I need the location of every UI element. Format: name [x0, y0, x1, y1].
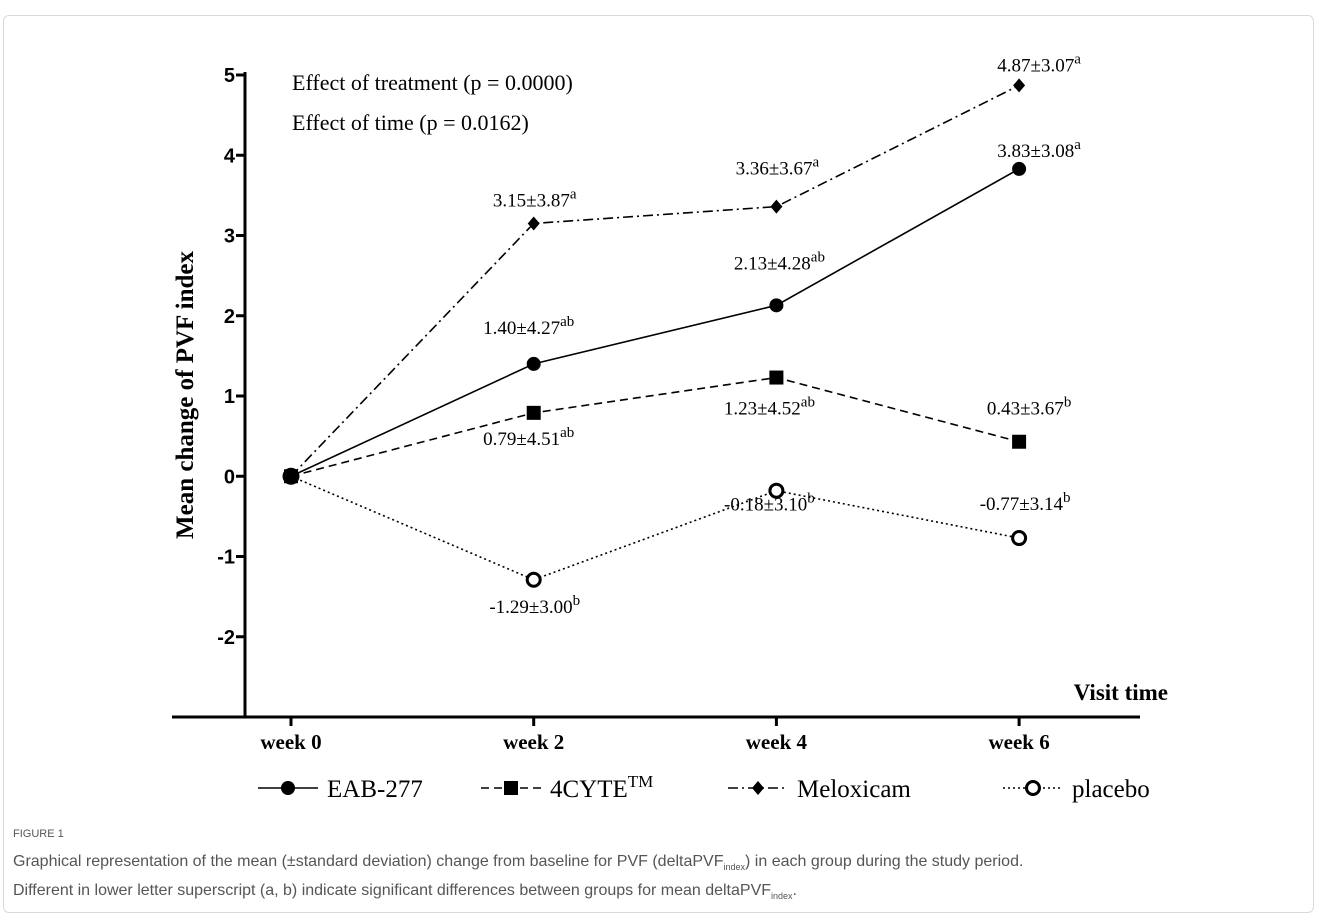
marker [1013, 78, 1026, 93]
marker [1011, 530, 1028, 547]
value-label-text: 1.23±4.52 [724, 399, 801, 420]
value-label-letter: b [573, 593, 581, 609]
marker [768, 482, 785, 499]
legend-marker [504, 781, 518, 795]
legend-entry: placebo [1072, 776, 1150, 803]
legend-entry: Meloxicam [797, 776, 911, 803]
legend-name: 4CYTE [550, 776, 628, 803]
caption-text: Graphical representation of the mean (±s… [13, 853, 724, 870]
value-label-text: 3.36±3.67 [736, 159, 813, 180]
legend-name: EAB-277 [327, 776, 423, 803]
value-label-letter: a [1074, 51, 1081, 67]
legend-marker [1025, 780, 1041, 796]
y-axis-label: Mean change of PVF index [172, 251, 199, 539]
caption-subscript: index [771, 891, 793, 902]
marker [527, 216, 540, 231]
marker [1012, 434, 1027, 449]
value-label-text: 2.13±4.28 [734, 253, 811, 274]
value-label: 1.23±4.52ab [724, 395, 815, 420]
value-label-letter: ab [560, 314, 574, 330]
value-label: -0.77±3.14b [980, 490, 1071, 515]
series-line [290, 84, 1020, 477]
value-label-letter: a [570, 186, 577, 202]
caption-line: Graphical representation of the mean (±s… [13, 850, 1303, 879]
value-label: 4.87±3.07a [997, 51, 1081, 76]
y-tick-label: -2 [217, 627, 235, 649]
value-label-text: -0.18±3.10 [724, 495, 807, 516]
caption-subscript: index [723, 862, 746, 873]
y-tick-label: 3 [224, 226, 235, 248]
marker [769, 298, 784, 313]
legend-sup: TM [628, 772, 654, 791]
value-label-text: 0.79±4.51 [483, 429, 560, 450]
figure-frame [3, 15, 1314, 913]
value-label: 3.83±3.08a [997, 137, 1081, 162]
marker [525, 571, 542, 588]
marker [770, 199, 783, 214]
x-tick-label: week 0 [260, 730, 321, 754]
legend-name: placebo [1072, 776, 1150, 803]
value-label: -1.29±3.00b [489, 593, 580, 618]
value-label-letter: ab [801, 395, 815, 411]
value-label-text: 1.40±4.27 [483, 318, 560, 339]
value-label-text: 3.15±3.87 [493, 190, 570, 211]
caption-text: . [792, 882, 797, 900]
value-label-letter: b [807, 491, 815, 507]
value-label-letter: a [1074, 137, 1081, 153]
series-line [290, 168, 1020, 477]
value-label-text: 4.87±3.07 [997, 55, 1074, 76]
value-label-letter: ab [811, 249, 825, 265]
value-label-text: 3.83±3.08 [997, 141, 1074, 162]
annotation: Effect of time (p = 0.0162) [292, 110, 529, 135]
caption-line: Different in lower letter superscript (a… [13, 879, 1303, 908]
value-label: 0.43±3.67b [987, 395, 1071, 420]
x-axis-label: Visit time [1074, 680, 1168, 705]
value-label: -0.18±3.10b [724, 491, 815, 516]
value-label-text: -1.29±3.00 [489, 597, 572, 618]
legend-entry: EAB-277 [327, 776, 423, 803]
value-label: 0.79±4.51ab [483, 425, 574, 450]
y-tick-label: 2 [224, 306, 235, 328]
legend-marker [752, 781, 764, 795]
value-label-letter: a [813, 155, 820, 171]
marker [526, 405, 541, 420]
value-label-text: 0.43±3.67 [987, 399, 1064, 420]
marker [282, 467, 300, 485]
series-line [290, 376, 1020, 478]
marker [769, 370, 784, 385]
marker [526, 356, 541, 371]
value-label-text: -0.77±3.14 [980, 494, 1064, 515]
figure-label: FIGURE 1 [13, 828, 64, 840]
value-label-letter: b [1064, 395, 1072, 411]
x-tick-label: week 2 [503, 730, 564, 754]
series-line [290, 475, 1020, 581]
y-tick-label: 5 [224, 65, 235, 87]
value-label-letter: b [1063, 490, 1071, 506]
value-label: 3.36±3.67a [736, 155, 820, 180]
y-tick-label: 4 [224, 145, 236, 167]
y-tick-label: 0 [224, 466, 235, 488]
value-label-letter: ab [560, 425, 574, 441]
value-label: 2.13±4.28ab [734, 249, 825, 274]
caption-text: ) in each group during the study period. [745, 853, 1024, 870]
legend-name: Meloxicam [797, 776, 911, 803]
legend-marker [281, 781, 295, 795]
y-tick-label: 1 [224, 386, 235, 408]
caption-text: Different in lower letter superscript (a… [13, 882, 772, 900]
legend-entry: 4CYTETM [550, 772, 653, 803]
y-tick-label: -1 [217, 547, 235, 569]
caption: FIGURE 1 Graphical representation of the… [13, 828, 1303, 908]
annotation: Effect of treatment (p = 0.0000) [292, 70, 573, 95]
x-tick-label: week 4 [746, 730, 808, 754]
marker [1012, 161, 1027, 176]
value-label: 1.40±4.27ab [483, 314, 574, 339]
value-label: 3.15±3.87a [493, 186, 577, 211]
x-tick-label: week 6 [988, 730, 1049, 754]
